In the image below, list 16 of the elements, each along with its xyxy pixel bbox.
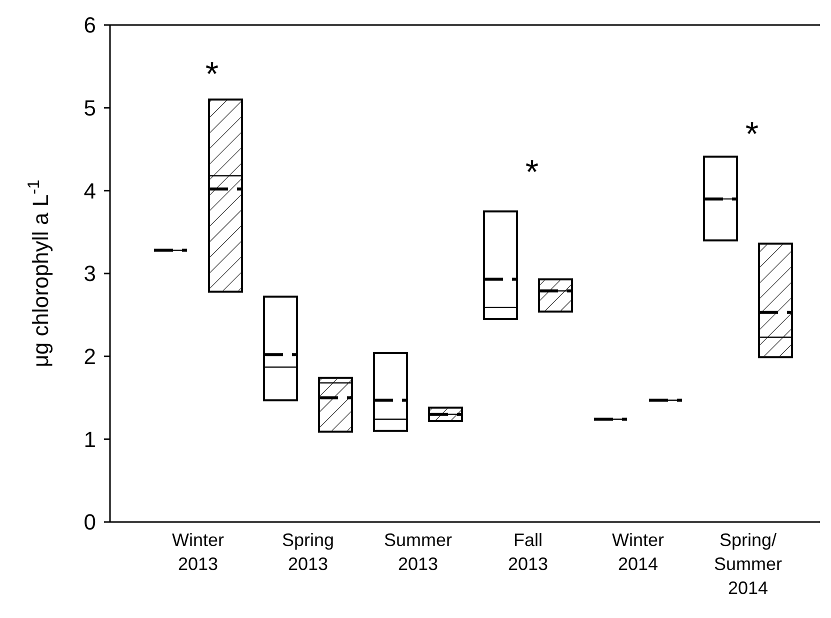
y-tick-label: 6 xyxy=(84,12,96,38)
x-tick-label: Winter 2013 xyxy=(172,530,224,574)
annotation: * xyxy=(205,55,219,94)
x-tick-label: Spring 2013 xyxy=(282,530,334,574)
y-tick-label: 1 xyxy=(84,426,96,452)
y-tick-label: 5 xyxy=(84,96,96,121)
annotation: * xyxy=(745,115,759,154)
y-tick-label: 4 xyxy=(84,178,96,204)
x-tick-label: Spring/ Summer 2014 xyxy=(714,530,782,598)
y-tick-label: 0 xyxy=(84,510,96,535)
x-tick-label: Summer 2013 xyxy=(384,530,452,574)
y-tick-label: 3 xyxy=(84,261,96,286)
y-tick-label: 2 xyxy=(84,344,96,370)
x-tick-label: Fall 2013 xyxy=(508,530,548,574)
x-tick-label: Winter 2014 xyxy=(612,530,664,574)
annotation: * xyxy=(525,153,539,192)
